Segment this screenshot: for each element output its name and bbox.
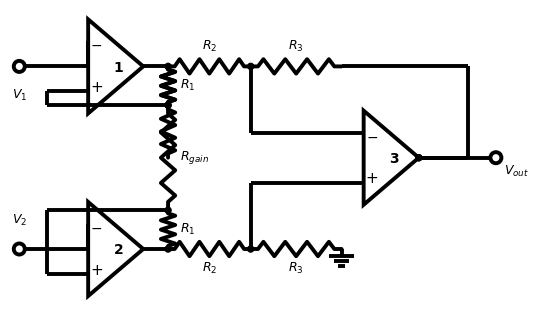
Text: $R_1$: $R_1$: [180, 222, 196, 237]
Text: $R_2$: $R_2$: [202, 39, 217, 54]
Text: $V_{out}$: $V_{out}$: [504, 164, 530, 179]
Text: 3: 3: [389, 152, 399, 166]
Circle shape: [14, 61, 25, 72]
Text: $+$: $+$: [90, 80, 103, 95]
Circle shape: [165, 207, 171, 213]
Circle shape: [247, 246, 253, 252]
Text: $R_{gain}$: $R_{gain}$: [180, 149, 209, 166]
Circle shape: [14, 243, 25, 255]
Circle shape: [165, 102, 171, 108]
Text: $R_2$: $R_2$: [202, 261, 217, 276]
Text: $V_1$: $V_1$: [12, 87, 27, 103]
Text: $-$: $-$: [90, 38, 102, 52]
Text: $R_1$: $R_1$: [180, 78, 196, 93]
Circle shape: [415, 155, 422, 161]
Circle shape: [165, 102, 171, 108]
Circle shape: [415, 155, 422, 161]
Text: 1: 1: [114, 60, 123, 74]
Text: $R_3$: $R_3$: [288, 39, 304, 54]
Text: $+$: $+$: [90, 263, 103, 278]
Text: $-$: $-$: [366, 129, 378, 143]
Circle shape: [165, 246, 171, 252]
Text: $+$: $+$: [365, 171, 379, 186]
Circle shape: [165, 63, 171, 69]
Text: 2: 2: [114, 243, 123, 257]
Text: $R_3$: $R_3$: [288, 261, 304, 276]
Text: $V_2$: $V_2$: [12, 213, 27, 228]
Circle shape: [247, 63, 253, 69]
Text: $-$: $-$: [90, 221, 102, 235]
Circle shape: [490, 152, 501, 163]
